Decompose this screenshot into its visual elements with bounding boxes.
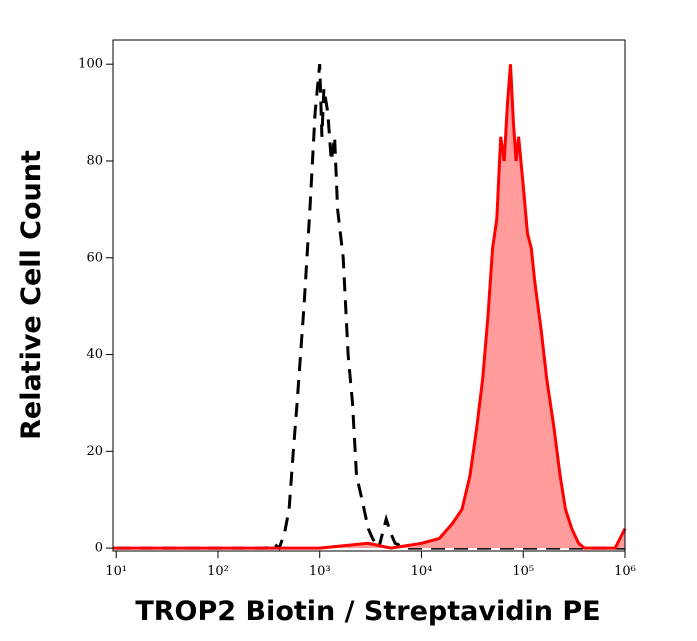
x-tick-label: 10⁴	[411, 564, 433, 579]
x-axis-title: TROP2 Biotin / Streptavidin PE	[135, 596, 600, 627]
y-axis-title: Relative Cell Count	[16, 150, 47, 440]
area	[113, 64, 625, 549]
y-tick-label: 80	[86, 153, 103, 168]
y-tick-label: 0	[95, 541, 103, 556]
y-tick-label: 40	[86, 347, 103, 362]
x-tick-label: 10²	[207, 564, 229, 579]
x-tick-label: 10⁵	[512, 564, 534, 579]
y-tick-label: 60	[86, 250, 103, 265]
plot-frame	[112, 39, 626, 552]
x-tick-label: 10¹	[105, 564, 127, 579]
y-tick-label: 100	[78, 57, 103, 72]
x-tick-label: 10³	[309, 564, 331, 579]
x-tick-label: 10⁶	[614, 564, 636, 579]
line	[116, 64, 625, 552]
line	[113, 64, 627, 550]
y-tick-label: 20	[86, 444, 103, 459]
